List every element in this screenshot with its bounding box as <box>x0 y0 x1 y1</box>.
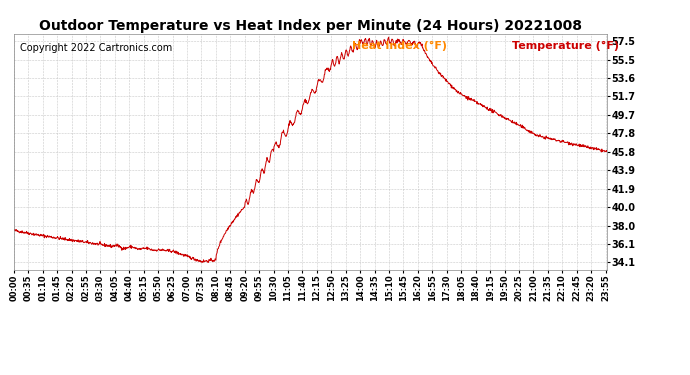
Text: Temperature (°F): Temperature (°F) <box>512 41 619 51</box>
Text: Copyright 2022 Cartronics.com: Copyright 2022 Cartronics.com <box>20 43 172 53</box>
Title: Outdoor Temperature vs Heat Index per Minute (24 Hours) 20221008: Outdoor Temperature vs Heat Index per Mi… <box>39 19 582 33</box>
Text: Heat Index (°F): Heat Index (°F) <box>352 41 447 51</box>
